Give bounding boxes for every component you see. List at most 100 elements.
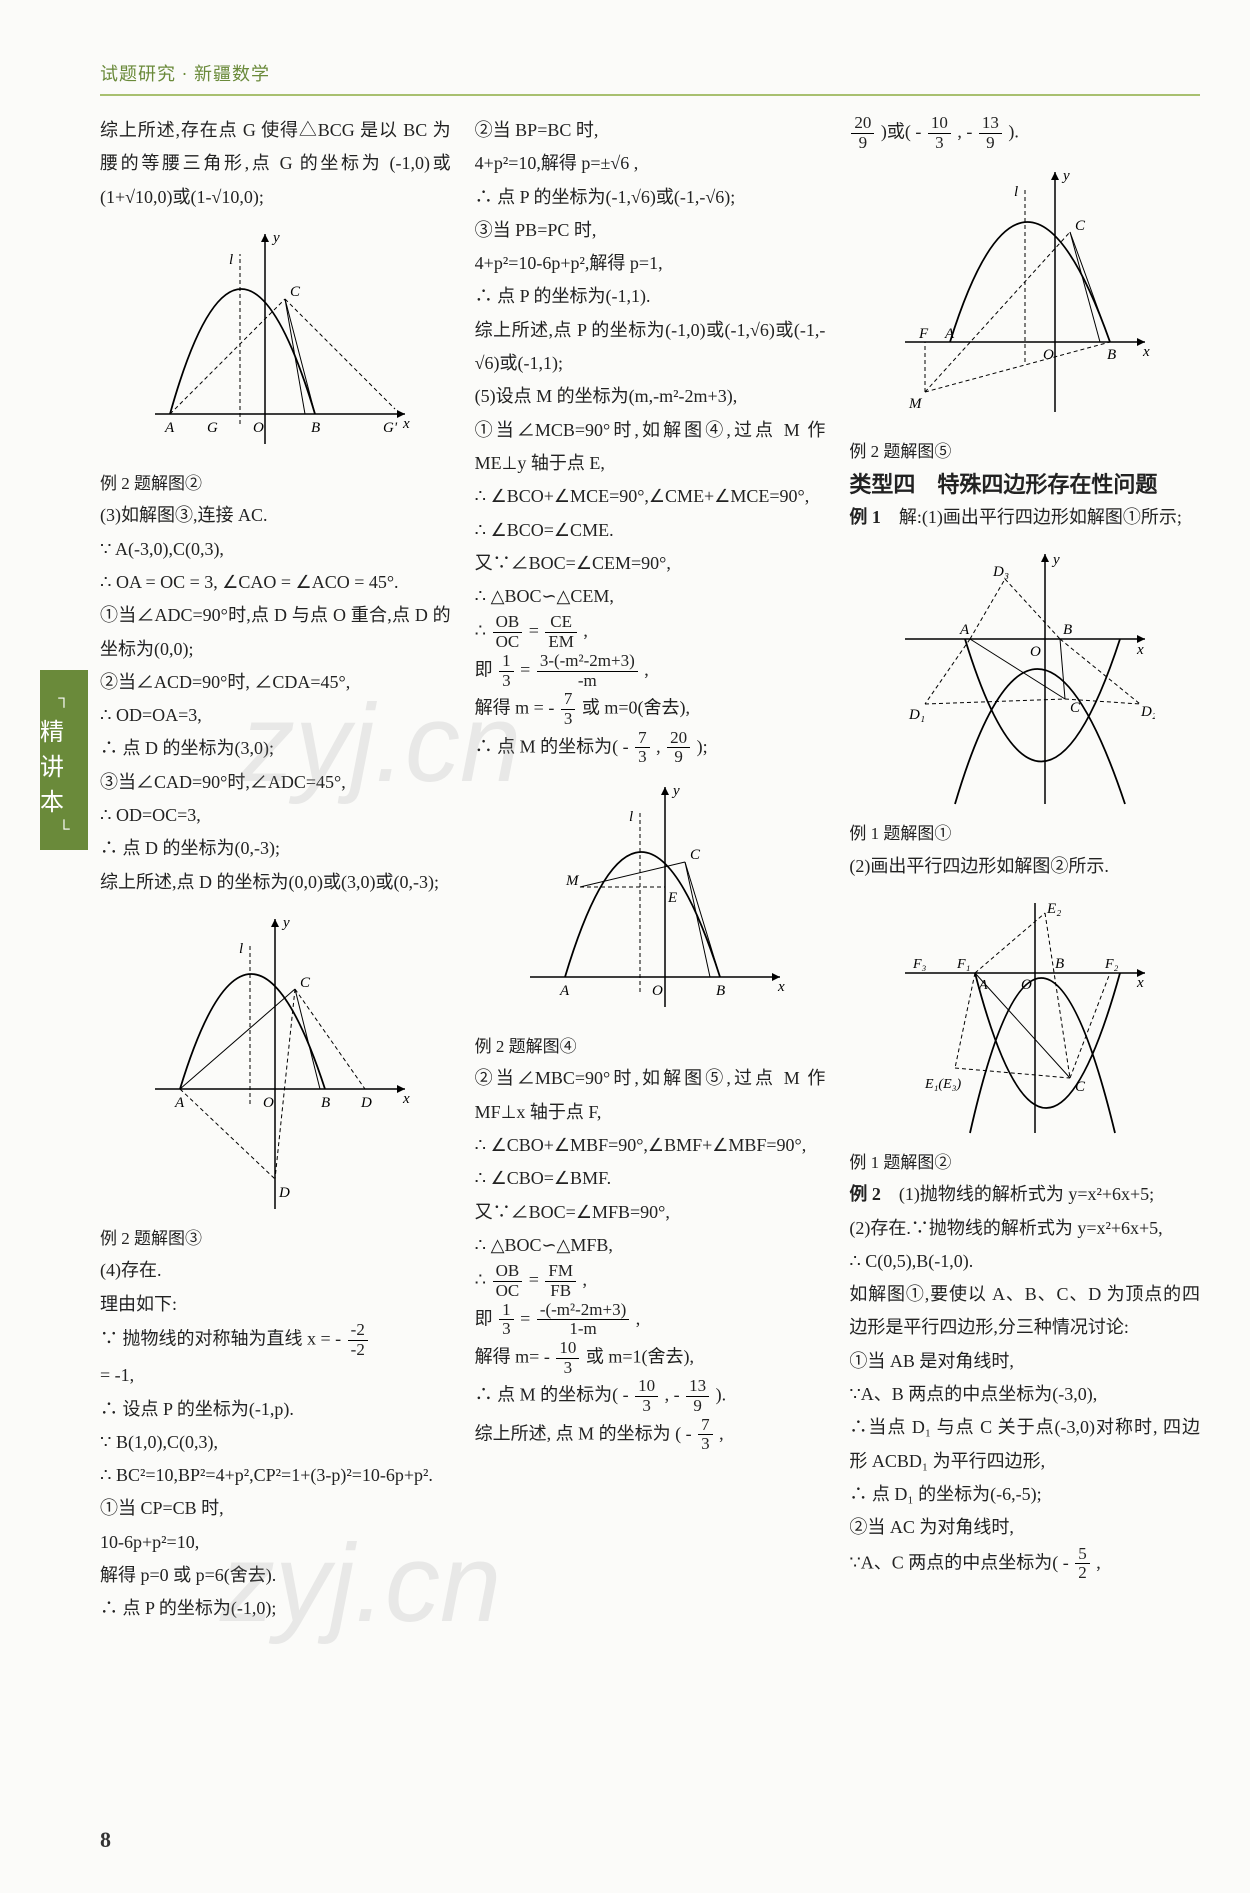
caption: 例 1 题解图② [849,1147,1200,1178]
side-tab: ┐ 精讲本 └ [40,670,88,850]
denominator: -2 [348,1341,368,1360]
numerator: OB [493,613,523,633]
caption: 例 1 题解图① [849,818,1200,849]
text: ∴ 点 D 的坐标为(3,0); [100,732,451,765]
example-label: 例 1 [849,507,881,527]
text: = -1, [100,1359,451,1392]
text: , - [665,1385,680,1405]
numerator: OB [493,1262,523,1282]
parabola-diagram-icon: F A O B x y l C M [895,162,1155,432]
text: ∴ OD=OC=3, [100,799,451,832]
denominator: 2 [1075,1564,1090,1583]
columns: 综上所述,存在点 G 使得△BCG 是以 BC 为腰的等腰三角形,点 G 的坐标… [100,114,1200,1834]
text: 即 13 = 3-(-m²-2m+3)-m , [475,652,826,690]
svg-text:F: F [918,326,929,342]
svg-text:D: D [360,1095,372,1111]
svg-text:F₁: F₁ [956,957,970,972]
text: ∴ △BOC∽△MFB, [475,1229,826,1262]
text: , - [957,121,972,141]
denominator: 3 [698,1435,713,1454]
text: ∴ 点 M 的坐标为( - 73 , 209 ); [475,729,826,767]
corner-icon: ┐ [58,690,69,708]
svg-text:O: O [652,983,663,999]
svg-text:D₂: D₂ [1140,704,1155,720]
svg-text:E₂: E₂ [1046,901,1061,917]
svg-text:C: C [300,975,311,991]
fraction: OBOC [493,1262,523,1300]
text: (2)画出平行四边形如解图②所示. [849,850,1200,883]
text: ∵ 抛物线的对称轴为直线 x = - -2-2 [100,1321,451,1359]
svg-text:C: C [1070,700,1081,716]
svg-text:O: O [1043,347,1054,363]
numerator: 10 [556,1339,579,1359]
denominator: 9 [979,134,1002,153]
text: , [719,1423,724,1443]
fraction: 139 [686,1377,709,1415]
fraction: 73 [698,1416,713,1454]
parabola-diagram-icon: A O B x y C D₁ D₃ D₂ [895,544,1155,814]
text: ②当∠ACD=90°时, ∠CDA=45°, [100,666,451,699]
text: 解得 m= - 103 或 m=1(舍去), [475,1339,826,1377]
svg-text:C: C [1075,218,1086,234]
fraction: 103 [928,114,951,152]
svg-text:A: A [164,420,175,436]
text: 综上所述,点 D 的坐标为(0,0)或(3,0)或(0,-3); [100,866,451,899]
denominator: 9 [851,134,874,153]
svg-text:x: x [1136,642,1144,658]
fraction: 13 [499,652,514,690]
numerator: 1 [499,1301,514,1321]
page-number: 8 [100,1827,111,1853]
svg-text:y: y [1051,552,1060,568]
text: , [583,621,588,641]
fraction: 209 [667,729,690,767]
svg-text:l: l [229,252,233,268]
svg-text:y: y [671,783,680,799]
svg-text:A: A [559,983,570,999]
text: ∴ 点 M 的坐标为( - [475,1385,629,1405]
text: ②当 AC 为对角线时, [849,1511,1200,1544]
column-2: ②当 BP=BC 时, 4+p²=10,解得 p=±√6 , ∴ 点 P 的坐标… [475,114,826,1834]
denominator: 3 [499,1320,514,1339]
text: ∴ OBOC = CEEM , [475,613,826,651]
text: 又∵∠BOC=∠MFB=90°, [475,1196,826,1229]
text: ); [697,736,708,756]
text: (4)存在. [100,1254,451,1287]
denominator: 9 [686,1397,709,1416]
svg-text:F₃: F₃ [912,957,927,972]
text: 解:(1)画出平行四边形如解图①所示; [899,507,1182,527]
caption: 例 2 题解图② [100,468,451,499]
svg-text:l: l [1014,184,1018,200]
svg-text:y: y [281,915,290,931]
fraction: FMFB [545,1262,576,1300]
text: ∵A、C 两点的中点坐标为( - [849,1552,1068,1572]
text: ∴ 点 M 的坐标为( - [475,736,629,756]
text: (1)抛物线的解析式为 y=x²+6x+5; [899,1184,1154,1204]
caption: 例 2 题解图⑤ [849,436,1200,467]
text: ∴ C(0,5),B(-1,0). [849,1245,1200,1278]
text: ∴ OA = OC = 3, ∠CAO = ∠ACO = 45°. [100,566,451,599]
fraction: 3-(-m²-2m+3)-m [537,652,638,690]
text: 解得 m = - [475,698,555,718]
corner-icon: └ [58,821,69,839]
text: , [1096,1552,1101,1572]
text: ∴ 设点 P 的坐标为(-1,p). [100,1393,451,1426]
text: 又∵∠BOC=∠CEM=90°, [475,547,826,580]
svg-text:F₂: F₂ [1104,957,1119,972]
text: 即 [475,1308,498,1328]
text: ). [1008,121,1019,141]
svg-text:A: A [959,622,970,638]
svg-text:A: A [944,326,955,342]
fraction: CEEM [545,613,577,651]
text: ∵A、C 两点的中点坐标为( - 52 , [849,1545,1200,1583]
figure-5: F A O B x y l C M [849,162,1200,432]
text: 解得 p=0 或 p=6(舍去). [100,1559,451,1592]
fraction: 209 [851,114,874,152]
text: ∵A、B 两点的中点坐标为(-3,0), [849,1378,1200,1411]
svg-text:C: C [690,847,701,863]
text: 解得 m = - 73 或 m=0(舍去), [475,690,826,728]
caption: 例 2 题解图③ [100,1223,451,1254]
fraction: -2-2 [348,1321,368,1359]
numerator: -(-m²-2m+3) [537,1301,629,1321]
text: ∴ 点 P 的坐标为(-1,0); [100,1592,451,1625]
figure-4: A O B x y l C M E [475,777,826,1027]
